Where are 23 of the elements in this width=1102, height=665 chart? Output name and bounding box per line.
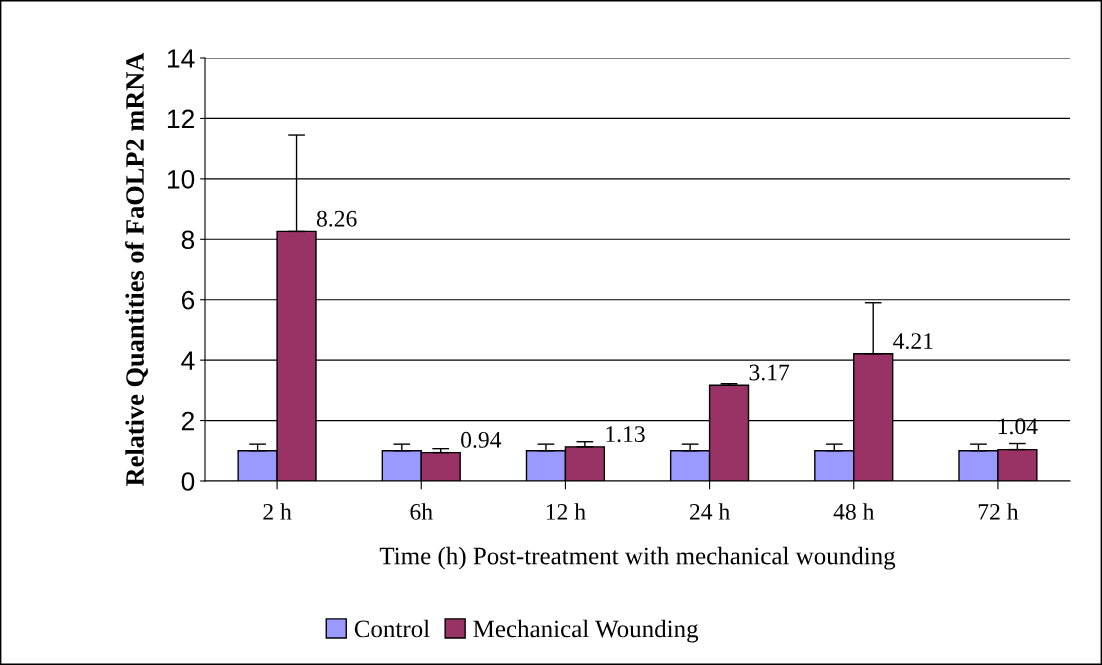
x-tick-label: 24 h (689, 503, 730, 520)
x-tick-label: 2 h (263, 503, 292, 520)
y-tick-label: 6 (181, 290, 195, 310)
x-axis-title: Time (h) Post-treatment with mechanical wounding (379, 546, 896, 570)
x-tick-label: 12 h (546, 503, 586, 520)
y-tick-label: 14 (167, 49, 195, 68)
legend-label: Mechanical Wounding (473, 619, 699, 643)
data-label: 8.26 (316, 210, 357, 227)
data-label: 3.17 (749, 364, 790, 381)
data-label: 1.13 (606, 426, 645, 443)
data-label: 4.21 (893, 333, 933, 350)
y-tick-label: 8 (181, 230, 195, 250)
x-tick-label: 48 h (833, 503, 875, 520)
data-label: 0.94 (461, 431, 502, 448)
y-tick-label: 10 (167, 169, 195, 189)
legend-label: Control (354, 619, 430, 638)
x-tick-label: 6h (410, 503, 433, 520)
y-tick-label: 0 (181, 472, 195, 491)
y-tick-label: 4 (181, 351, 195, 370)
y-tick-label: 12 (167, 109, 194, 128)
x-tick-label: 72 h (978, 503, 1019, 520)
y-axis-title: Relative Quantities of FaOLP2 mRNA (125, 52, 148, 486)
y-tick-label: 2 (181, 411, 194, 431)
